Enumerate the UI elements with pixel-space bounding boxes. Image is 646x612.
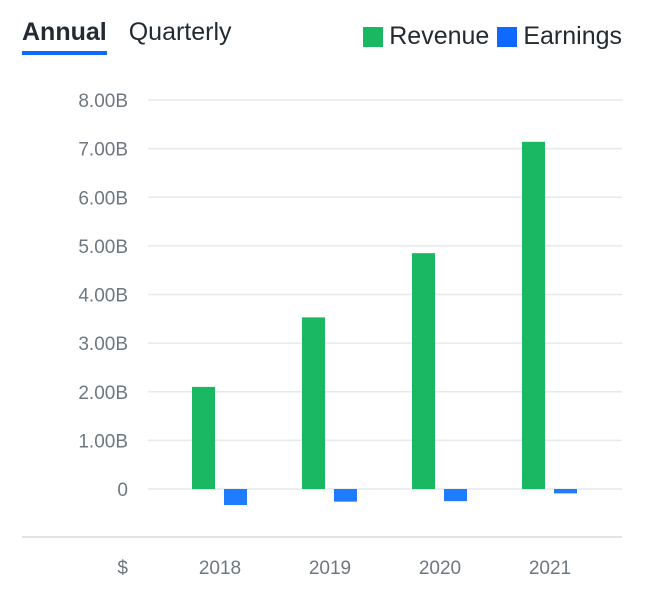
x-tick-label: 2020 — [419, 558, 461, 579]
bar-revenue-2020[interactable] — [412, 253, 435, 489]
y-tick-label: 6.00B — [78, 188, 128, 209]
y-tick-label: 4.00B — [78, 286, 128, 307]
bar-earnings-2018[interactable] — [224, 489, 247, 506]
tab-quarterly[interactable]: Quarterly — [128, 18, 232, 46]
chart-legend: Revenue Earnings — [363, 22, 622, 51]
y-tick-label: 3.00B — [78, 334, 128, 355]
y-tick-label: 8.00B — [78, 91, 128, 112]
legend-item-revenue[interactable]: Revenue — [363, 22, 489, 51]
y-tick-label: 7.00B — [78, 140, 128, 161]
bar-revenue-2021[interactable] — [522, 141, 545, 489]
bars — [192, 141, 577, 506]
bar-revenue-2018[interactable] — [192, 386, 215, 489]
y-tick-label: 5.00B — [78, 237, 128, 258]
currency-label: $ — [117, 558, 128, 579]
bar-earnings-2019[interactable] — [334, 489, 357, 502]
legend-label-revenue: Revenue — [389, 22, 490, 50]
period-tabs: Annual Quarterly — [22, 18, 232, 55]
earnings-swatch-icon — [497, 26, 518, 47]
y-axis-labels: 8.00B 7.00B 6.00B 5.00B 4.00B 3.00B 2.00B 1.00B… — [78, 91, 128, 501]
x-tick-label: 2021 — [529, 558, 571, 579]
grid-lines — [148, 99, 622, 490]
y-tick-label: 2.00B — [78, 383, 128, 404]
x-axis-labels: 2018 2019 2020 2021 — [199, 558, 571, 579]
legend-item-earnings[interactable]: Earnings — [497, 22, 622, 51]
bar-earnings-2020[interactable] — [444, 489, 467, 502]
bar-earnings-2021[interactable] — [554, 489, 577, 494]
legend-label-earnings: Earnings — [523, 22, 622, 50]
revenue-swatch-icon — [363, 26, 384, 47]
x-tick-label: 2019 — [309, 558, 351, 579]
y-tick-label: 1.00B — [78, 431, 128, 452]
tab-annual[interactable]: Annual — [22, 18, 107, 55]
y-tick-label: 0 — [117, 480, 128, 501]
bar-revenue-2019[interactable] — [302, 317, 325, 489]
x-tick-label: 2018 — [199, 558, 241, 579]
